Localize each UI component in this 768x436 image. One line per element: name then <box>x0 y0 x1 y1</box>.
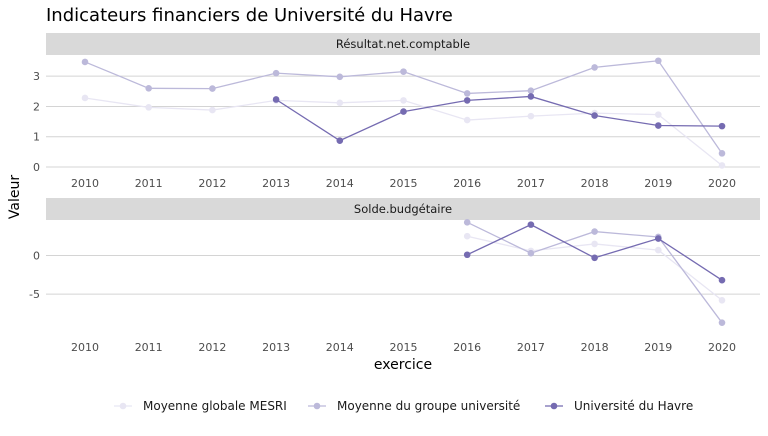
series-moyenne-globale-mesri <box>81 94 726 169</box>
y-tick-label: 2 <box>33 100 40 113</box>
data-point <box>527 221 535 228</box>
legend: Moyenne globale MESRI Moyenne du groupe u… <box>114 399 693 413</box>
x-tick-label: 2018 <box>581 177 609 190</box>
x-tick-label: 2014 <box>326 341 354 354</box>
data-point <box>145 84 152 92</box>
x-tick-label: 2012 <box>198 341 226 354</box>
facet-strip-label: Résultat.net.comptable <box>336 37 470 51</box>
data-point <box>527 112 535 120</box>
x-tick-label: 2010 <box>71 341 99 354</box>
y-tick-label: 3 <box>33 70 40 83</box>
data-point <box>591 112 598 119</box>
data-point <box>336 99 344 107</box>
legend-key-point <box>550 402 558 410</box>
y-tick-label: 0 <box>33 250 40 263</box>
data-point <box>209 85 216 92</box>
panel-2: Solde.budgétaire -5 0 2010 2011 2012 2013 2014 2… <box>29 198 760 354</box>
x-tick-label: 2013 <box>262 177 290 190</box>
series-universit-du-havre <box>463 221 726 284</box>
data-point <box>463 97 471 104</box>
x-tick-label: 2018 <box>581 341 609 354</box>
data-point <box>336 73 344 81</box>
data-point <box>400 108 407 115</box>
series-moyenne-du-groupe-universit- <box>81 57 726 157</box>
x-tick-label: 2013 <box>262 341 290 354</box>
data-point <box>591 254 598 262</box>
data-point <box>591 228 598 235</box>
legend-label: Université du Havre <box>574 399 693 413</box>
data-point <box>463 219 471 226</box>
data-point <box>655 111 662 118</box>
facet-strip <box>46 198 760 220</box>
data-point <box>718 296 726 304</box>
x-tick-label: 2020 <box>708 341 736 354</box>
x-tick-label: 2016 <box>453 177 481 190</box>
x-tick-label: 2015 <box>390 341 418 354</box>
series-universit-du-havre <box>272 93 726 144</box>
legend-label: Moyenne du groupe université <box>337 399 520 413</box>
data-point <box>400 68 407 75</box>
legend-item: Moyenne globale MESRI <box>114 399 287 413</box>
legend-label: Moyenne globale MESRI <box>143 399 287 413</box>
x-tick-label: 2014 <box>326 177 354 190</box>
data-point <box>272 96 280 103</box>
series-line <box>275 95 723 142</box>
data-point <box>591 240 598 248</box>
legend-key-point <box>119 402 127 410</box>
legend-item: Université du Havre <box>545 399 693 413</box>
x-tick-label: 2020 <box>708 177 736 190</box>
facet-strip <box>46 33 760 55</box>
y-tick-label: 0 <box>33 161 40 174</box>
data-point <box>81 94 89 102</box>
data-point <box>655 235 662 242</box>
y-tick-label: -5 <box>29 288 40 301</box>
data-point <box>655 57 662 65</box>
data-point <box>272 69 280 77</box>
panels: Résultat.net.comptable 0 1 2 3 2010 2011 2012 20… <box>29 33 760 354</box>
x-tick-label: 2010 <box>71 177 99 190</box>
y-tick-label: 1 <box>33 131 40 144</box>
data-point <box>463 90 471 97</box>
data-point <box>400 97 407 104</box>
x-axis-label: exercice <box>374 357 432 373</box>
data-point <box>655 246 662 254</box>
data-point <box>718 122 726 130</box>
legend-item: Moyenne du groupe université <box>308 399 520 413</box>
x-tick-label: 2017 <box>517 341 545 354</box>
x-tick-label: 2019 <box>644 341 672 354</box>
series-line <box>84 97 723 166</box>
data-point <box>655 122 662 129</box>
data-point <box>145 104 152 111</box>
series-moyenne-globale-mesri <box>463 232 726 304</box>
data-point <box>209 106 216 114</box>
data-point <box>591 64 598 71</box>
x-tick-label: 2012 <box>198 177 226 190</box>
panel-1: Résultat.net.comptable 0 1 2 3 2010 2011 2012 20… <box>33 33 760 190</box>
data-point <box>463 116 471 124</box>
data-point <box>463 251 471 259</box>
data-point <box>527 249 535 257</box>
data-point <box>527 93 535 100</box>
data-point <box>463 232 471 240</box>
y-axis-label: Valeur <box>7 175 23 219</box>
data-point <box>718 319 726 326</box>
chart-title: Indicateurs financiers de Université du … <box>46 5 453 26</box>
data-point <box>527 87 535 95</box>
x-tick-label: 2016 <box>453 341 481 354</box>
x-tick-label: 2011 <box>135 341 163 354</box>
data-point <box>718 162 726 169</box>
data-point <box>718 150 726 157</box>
x-tick-label: 2017 <box>517 177 545 190</box>
x-tick-label: 2015 <box>390 177 418 190</box>
data-point <box>718 276 726 284</box>
data-point <box>336 137 344 144</box>
legend-key-point <box>313 402 321 410</box>
facet-strip-label: Solde.budgétaire <box>354 202 452 216</box>
x-tick-label: 2011 <box>135 177 163 190</box>
x-tick-label: 2019 <box>644 177 672 190</box>
data-point <box>81 58 89 66</box>
